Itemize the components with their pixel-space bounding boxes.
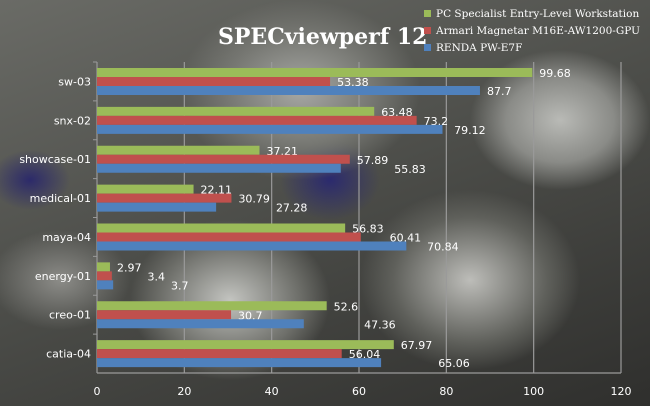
- data-label: 37.21: [266, 145, 298, 158]
- bar: [97, 106, 375, 116]
- bar: [97, 68, 533, 77]
- bar: [97, 262, 110, 272]
- data-label: 3.7: [171, 279, 189, 292]
- data-label: 30.79: [238, 193, 269, 206]
- y-category-label: showcase-01: [19, 153, 91, 166]
- bar: [97, 163, 341, 173]
- bar: [97, 358, 382, 368]
- data-label: 57.89: [357, 154, 389, 167]
- data-label: 87.7: [487, 85, 512, 98]
- data-label: 55.83: [394, 163, 426, 176]
- legend-swatch: [424, 44, 431, 51]
- bar: [97, 301, 327, 311]
- bar: [97, 77, 331, 86]
- x-tick-label: 80: [439, 385, 453, 398]
- data-label: 2.97: [117, 261, 141, 274]
- y-category-label: energy-01: [35, 270, 91, 283]
- data-label: 56.83: [352, 223, 384, 236]
- y-category-label: medical-01: [30, 192, 91, 205]
- data-label: 79.12: [454, 124, 486, 137]
- bars-layer: sw-03 99.68 53.38 87.7 snx-02 63.48 73.2 79.12 s…: [19, 67, 570, 370]
- bar: [97, 115, 417, 125]
- legend-entry: PC Specialist Entry-Level Workstation: [436, 8, 639, 20]
- data-label: 53.38: [337, 76, 369, 89]
- x-tick-label: 0: [94, 385, 101, 398]
- x-tick-label: 60: [352, 385, 366, 398]
- data-label: 56.04: [349, 348, 381, 361]
- data-label: 22.11: [201, 184, 233, 197]
- bar: [97, 193, 232, 203]
- data-label: 60.41: [390, 232, 422, 245]
- data-label: 3.4: [147, 270, 165, 283]
- bar: [97, 86, 480, 95]
- bar: [97, 154, 350, 164]
- bar: [97, 310, 232, 320]
- data-label: 52.6: [334, 300, 359, 313]
- bar: [97, 319, 304, 329]
- bar: [97, 124, 443, 134]
- legend-entry: RENDA PW-E7F: [436, 42, 522, 54]
- legend-swatch: [424, 10, 431, 17]
- y-category-label: maya-04: [42, 231, 91, 244]
- data-label: 70.84: [427, 241, 459, 254]
- bar: [97, 184, 194, 194]
- bar: [97, 202, 217, 212]
- x-tick-label: 120: [611, 385, 632, 398]
- y-category-label: sw-03: [58, 75, 91, 88]
- data-label: 73.2: [424, 115, 449, 128]
- y-category-label: creo-01: [49, 309, 91, 322]
- legend-entry: Armari Magnetar M16E-AW1200-GPU: [435, 25, 640, 37]
- data-label: 99.68: [539, 67, 571, 80]
- y-category-label: catia-04: [46, 348, 91, 361]
- x-tick-label: 100: [523, 385, 544, 398]
- bar: [97, 145, 260, 155]
- data-label: 30.7: [238, 309, 263, 322]
- bar: [97, 271, 112, 281]
- bar: [97, 241, 407, 251]
- bar: [97, 340, 394, 350]
- bar: [97, 349, 342, 359]
- y-category-label: snx-02: [54, 114, 91, 127]
- data-label: 47.36: [364, 318, 396, 331]
- chart-title: SPECviewperf 12: [218, 24, 428, 50]
- legend-swatch: [424, 27, 431, 34]
- data-label: 63.48: [381, 106, 413, 119]
- x-tick-label: 40: [265, 385, 279, 398]
- data-label: 67.97: [401, 339, 433, 352]
- bar: [97, 232, 361, 242]
- data-label: 65.06: [438, 357, 470, 370]
- legend: PC Specialist Entry-Level Workstation Arm…: [424, 8, 640, 54]
- data-label: 27.28: [276, 202, 308, 215]
- x-tick-label: 20: [177, 385, 191, 398]
- bar: [97, 223, 346, 233]
- bar: [97, 280, 114, 290]
